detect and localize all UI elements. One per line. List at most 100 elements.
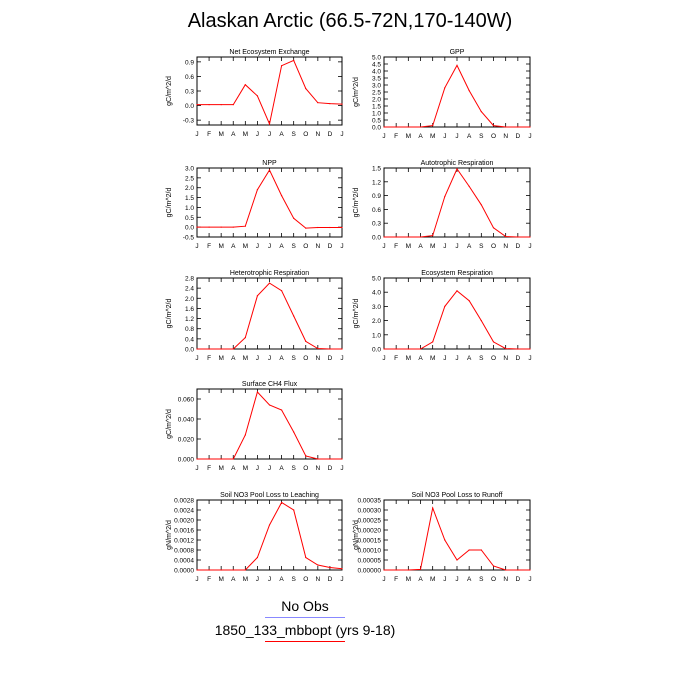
y-tick-label: 1.0: [372, 111, 381, 118]
x-tick-label: F: [207, 131, 211, 138]
y-tick-label: 1.2: [185, 316, 194, 323]
y-tick-label: -0.5: [183, 235, 195, 242]
x-tick-label: J: [340, 131, 343, 138]
data-point: [444, 195, 446, 198]
panel-1: Net Ecosystem Exchange gC/m^2/d -0.3 0.0 0.3…: [166, 49, 344, 138]
y-tick-label: 3.0: [372, 304, 381, 311]
data-point: [468, 90, 470, 92]
x-tick-label: F: [394, 243, 398, 250]
x-tick-label: N: [503, 243, 508, 250]
x-tick-label: J: [382, 243, 385, 250]
x-tick-label: J: [256, 465, 259, 472]
y-tick-label: 0.0004: [174, 558, 194, 565]
data-point: [244, 84, 246, 86]
y-tick-label: 0.00025: [358, 518, 382, 525]
data-point: [419, 236, 422, 238]
data-point: [220, 226, 222, 228]
plot-frame: [383, 277, 531, 350]
y-tick-label: 1.5: [372, 104, 381, 111]
data-point: [268, 524, 271, 526]
data-point: [280, 501, 283, 504]
x-tick-label: O: [303, 243, 308, 250]
x-tick-label: O: [303, 465, 308, 472]
x-tick-label: O: [491, 576, 496, 583]
x-tick-label: M: [406, 133, 411, 140]
y-tick-label: 3.5: [372, 76, 381, 83]
data-point: [492, 125, 495, 127]
data-point: [456, 168, 458, 170]
panel-title: Heterotrophic Respiration: [230, 270, 309, 277]
data-point: [395, 236, 397, 238]
data-point: [492, 341, 495, 343]
x-tick-label: A: [231, 576, 236, 583]
x-tick-label: J: [195, 131, 198, 138]
data-point: [280, 65, 283, 67]
panel-6: Ecosystem Respiration gC/m^2/d 0.0 1.0 2.0 3.…: [353, 270, 532, 362]
x-tick-label: S: [291, 465, 296, 472]
data-point: [293, 509, 295, 511]
y-tick-label: 2.0: [372, 97, 381, 104]
plot-frame: [383, 167, 531, 238]
x-tick-label: M: [430, 133, 435, 140]
x-tick-label: A: [418, 243, 423, 250]
data-point: [280, 290, 283, 292]
data-point: [220, 458, 222, 460]
data-point: [480, 204, 482, 206]
x-tick-label: J: [195, 576, 198, 583]
x-tick-label: D: [328, 465, 333, 472]
data-point: [432, 235, 434, 237]
data-point: [268, 169, 271, 171]
y-tick-label: 0.00000: [358, 568, 382, 575]
series-line: [384, 290, 530, 350]
data-point: [456, 290, 458, 292]
data-point: [341, 458, 343, 460]
data-point: [517, 348, 519, 350]
plot-frame: [196, 388, 343, 460]
x-tick-label: J: [443, 576, 446, 583]
data-point: [505, 569, 507, 571]
data-point: [305, 556, 307, 559]
y-tick-label: 0.0016: [174, 528, 194, 535]
y-tick-label: 0.060: [178, 397, 195, 404]
y-tick-label: 0.00020: [358, 528, 382, 535]
y-tick-label: 0.00030: [358, 508, 382, 515]
y-axis-label: gC/m^2/d: [166, 299, 173, 329]
y-tick-label: 1.5: [372, 166, 381, 173]
y-tick-label: 0.9: [185, 59, 194, 66]
legend-model-label: 1850_133_mbbopt (yrs 9-18): [214, 622, 396, 638]
data-point: [505, 347, 507, 350]
panel-title: NPP: [262, 160, 277, 167]
y-axis-label: gC/m^2/d: [353, 77, 360, 107]
panel-title: Net Ecosystem Exchange: [229, 49, 309, 56]
data-point: [419, 126, 422, 128]
data-point: [317, 347, 319, 350]
x-tick-label: J: [256, 355, 259, 362]
y-tick-label: 0.00035: [358, 498, 382, 505]
x-tick-label: J: [528, 355, 531, 362]
x-tick-label: J: [382, 355, 385, 362]
plot-frame: [196, 277, 343, 350]
y-tick-label: 0.6: [372, 207, 381, 214]
data-point: [468, 300, 470, 302]
data-point: [232, 104, 234, 106]
y-tick-label: 0.0008: [174, 548, 194, 555]
data-point: [232, 458, 234, 460]
x-tick-label: M: [406, 243, 411, 250]
x-tick-label: A: [467, 243, 472, 250]
x-tick-label: J: [455, 355, 458, 362]
data-point: [244, 225, 246, 227]
x-tick-label: S: [479, 133, 484, 140]
x-tick-label: S: [291, 576, 296, 583]
data-point: [383, 126, 385, 128]
x-tick-label: A: [418, 355, 423, 362]
y-tick-label: 0.6: [185, 74, 194, 81]
data-point: [220, 104, 222, 106]
x-tick-label: F: [207, 576, 211, 583]
x-tick-label: N: [315, 576, 320, 583]
data-point: [468, 549, 470, 551]
panel-title: Surface CH4 Flux: [242, 381, 298, 388]
x-tick-label: N: [315, 243, 320, 250]
data-point: [329, 103, 331, 105]
x-tick-label: J: [340, 465, 343, 472]
x-tick-label: J: [455, 133, 458, 140]
